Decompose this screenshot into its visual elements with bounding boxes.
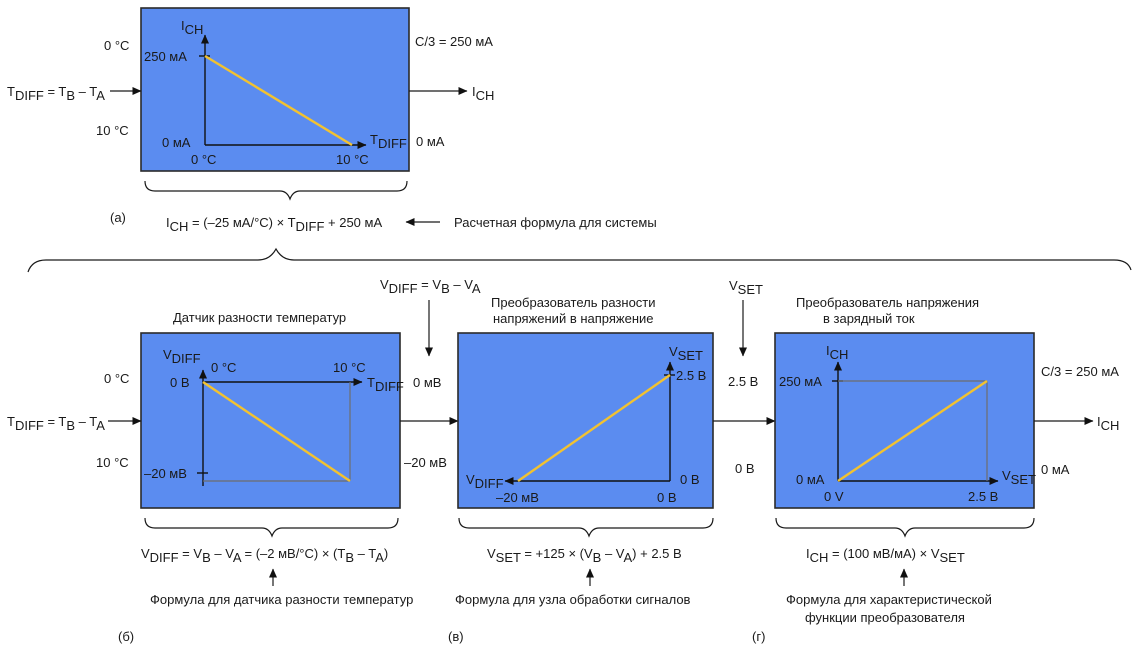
y-zero-label-b: 0 В bbox=[170, 375, 190, 390]
left-bottom-label-g: 0 В bbox=[735, 461, 755, 476]
formula-b: VDIFF = VB – VA = (–2 мВ/°C) × (TB – TA) bbox=[141, 546, 388, 565]
note-g-line1: Формула для характеристической bbox=[786, 592, 992, 607]
temp-sensor-block bbox=[140, 332, 401, 509]
y-axis-label-a: ICH bbox=[181, 18, 203, 37]
x-zero-right-label-v: 0 В bbox=[680, 472, 700, 487]
right-bottom-label-g: 0 мА bbox=[1041, 462, 1070, 477]
input-label-a: TDIFF = TB – TA bbox=[7, 84, 105, 103]
bottom-temp-a: 10 °C bbox=[96, 123, 129, 138]
top-input-label-v: VDIFF = VB – VA bbox=[380, 277, 481, 296]
bottom-temp-b: 10 °C bbox=[96, 455, 129, 470]
x-axis-label-a: TDIFF bbox=[370, 132, 407, 151]
system-brace bbox=[27, 247, 1132, 273]
formula-a: ICH = (–25 мА/°C) × TDIFF + 250 мА bbox=[166, 215, 382, 234]
panel-g: VSET 2.5 В 0 В Преобразователь напряжени… bbox=[713, 278, 1119, 644]
note-v: Формула для узла обработки сигналов bbox=[455, 592, 691, 607]
note-b: Формула для датчика разности температур bbox=[150, 592, 413, 607]
panel-a: ICH 250 мА 0 мА 0 °C 10 °C TDIFF 0 °C 10… bbox=[7, 7, 657, 234]
formula-v: VSET = +125 × (VB – VA) + 2.5 В bbox=[487, 546, 682, 565]
right-top-label-a: C/3 = 250 мА bbox=[415, 34, 493, 49]
y-max-label-v: 2.5 В bbox=[676, 368, 706, 383]
y-min-label-b: –20 мВ bbox=[144, 466, 187, 481]
x-zero-label-b: 0 °C bbox=[211, 360, 236, 375]
output-label-g: ICH bbox=[1097, 414, 1119, 433]
brace-v bbox=[458, 517, 714, 538]
x-axis-label-v: VDIFF bbox=[466, 472, 504, 491]
left-top-label-v: 0 мВ bbox=[413, 375, 441, 390]
panel-v: VDIFF = VB – VA 0 мВ –20 мВ Преобразоват… bbox=[380, 277, 714, 644]
panel-b: Датчик разности температур VDIFF 0 °C 10… bbox=[7, 310, 413, 644]
y-axis-label-b: VDIFF bbox=[163, 347, 201, 366]
panel-label-a: (а) bbox=[110, 210, 126, 225]
y-zero-label-a: 0 мА bbox=[162, 135, 191, 150]
left-bottom-label-v: –20 мВ bbox=[404, 455, 447, 470]
title-g-line1: Преобразователь напряжения bbox=[796, 295, 979, 310]
panel-label-g: (г) bbox=[752, 629, 765, 644]
y-max-label-g: 250 мА bbox=[779, 374, 822, 389]
y-max-label-a: 250 мА bbox=[144, 49, 187, 64]
y-axis-label-v: VSET bbox=[669, 344, 703, 363]
y-axis-label-g: ICH bbox=[826, 343, 848, 362]
x-max-label-b: 10 °C bbox=[333, 360, 366, 375]
title-v-line1: Преобразователь разности bbox=[491, 295, 656, 310]
brace-b bbox=[144, 517, 399, 538]
left-top-label-g: 2.5 В bbox=[728, 374, 758, 389]
title-b: Датчик разности температур bbox=[173, 310, 346, 325]
note-g-line2: функции преобразователя bbox=[805, 610, 965, 625]
transfer-line-v bbox=[517, 374, 671, 482]
formula-note-a: Расчетная формула для системы bbox=[454, 215, 657, 230]
x-axis-label-b: TDIFF bbox=[367, 375, 404, 394]
formula-g: ICH = (100 мВ/мА) × VSET bbox=[806, 546, 965, 565]
panel-label-v: (в) bbox=[448, 629, 464, 644]
y-zero-label-g: 0 мА bbox=[796, 472, 825, 487]
x-zero-label-a: 0 °C bbox=[191, 152, 216, 167]
transfer-line-b bbox=[202, 381, 351, 482]
top-input-label-g: VSET bbox=[729, 278, 763, 297]
title-g-line2: в зарядный ток bbox=[823, 311, 915, 326]
right-bottom-label-a: 0 мА bbox=[416, 134, 445, 149]
x-zero-label-v: 0 В bbox=[657, 490, 677, 505]
brace-a bbox=[144, 180, 408, 201]
x-min-label-v: –20 мВ bbox=[496, 490, 539, 505]
x-axis-label-g: VSET bbox=[1002, 468, 1036, 487]
x-max-label-a: 10 °C bbox=[336, 152, 369, 167]
right-top-label-g: C/3 = 250 мА bbox=[1041, 364, 1119, 379]
x-zero-label-g: 0 V bbox=[824, 489, 844, 504]
transfer-line-g bbox=[837, 380, 988, 482]
input-label-b: TDIFF = TB – TA bbox=[7, 414, 105, 433]
title-v-line2: напряжений в напряжение bbox=[493, 311, 654, 326]
x-max-label-g: 2.5 В bbox=[968, 489, 998, 504]
brace-g bbox=[775, 517, 1035, 538]
top-temp-b: 0 °C bbox=[104, 371, 129, 386]
transfer-line-a bbox=[204, 54, 353, 147]
top-temp-a: 0 °C bbox=[104, 38, 129, 53]
output-label-a: ICH bbox=[472, 84, 494, 103]
panel-label-b: (б) bbox=[118, 629, 134, 644]
